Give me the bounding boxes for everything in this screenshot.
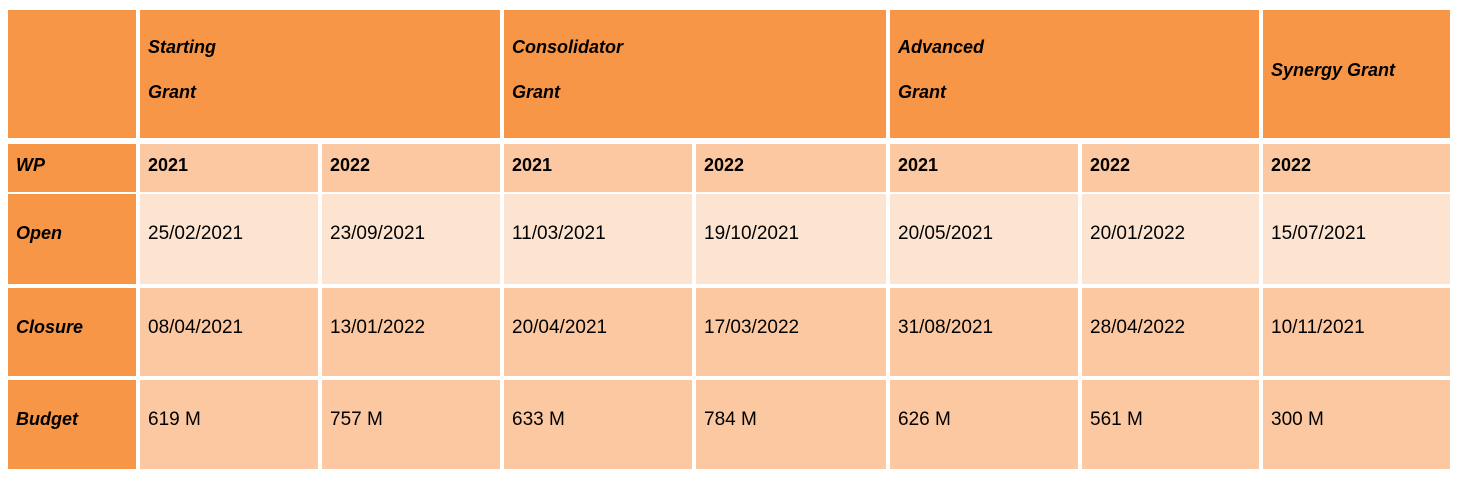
budget-cell: 561 M xyxy=(1082,380,1259,469)
wp-cell: 2022 xyxy=(1082,144,1259,192)
open-date-cell: 25/02/2021 xyxy=(140,194,318,284)
cell-value: 20/04/2021 xyxy=(512,317,608,338)
cell-value: 300 M xyxy=(1271,409,1324,430)
open-date-cell: 19/10/2021 xyxy=(696,194,886,284)
row-label-closure: Closure xyxy=(8,288,136,376)
header-label-line1: Starting xyxy=(148,37,217,57)
cell-value: 08/04/2021 xyxy=(148,317,244,338)
row-label-text: Open xyxy=(16,223,63,243)
row-label-text: Closure xyxy=(16,317,84,337)
open-date-cell: 11/03/2021 xyxy=(504,194,692,284)
closure-date-cell: 13/01/2022 xyxy=(322,288,500,376)
cell-value: 561 M xyxy=(1090,409,1143,430)
cell-value: 19/10/2021 xyxy=(704,223,800,244)
open-date-cell: 20/01/2022 xyxy=(1082,194,1259,284)
cell-value: 2021 xyxy=(898,155,939,175)
header-label-line1: Advanced xyxy=(898,37,985,57)
budget-cell: 784 M xyxy=(696,380,886,469)
cell-value: 23/09/2021 xyxy=(330,223,426,244)
open-date-cell: 20/05/2021 xyxy=(890,194,1078,284)
cell-value: 11/03/2021 xyxy=(512,223,606,244)
budget-cell: 633 M xyxy=(504,380,692,469)
cell-value: 2022 xyxy=(1090,155,1131,175)
closure-date-cell: 17/03/2022 xyxy=(696,288,886,376)
wp-cell: 2021 xyxy=(504,144,692,192)
wp-cell: 2021 xyxy=(890,144,1078,192)
closure-date-cell: 28/04/2022 xyxy=(1082,288,1259,376)
cell-value: 13/01/2022 xyxy=(330,317,426,338)
row-label-wp: WP xyxy=(8,144,136,192)
cell-value: 10/11/2021 xyxy=(1271,317,1365,338)
header-consolidator-grant: Consolidator Grant xyxy=(504,10,886,138)
cell-value: 25/02/2021 xyxy=(148,223,244,244)
cell-value: 2022 xyxy=(1271,155,1312,175)
header-synergy-grant: Synergy Grant xyxy=(1263,10,1450,138)
header-label-line2: Grant xyxy=(512,82,561,102)
budget-cell: 619 M xyxy=(140,380,318,469)
cell-value: 2022 xyxy=(330,155,371,175)
header-advanced-grant: Advanced Grant xyxy=(890,10,1259,138)
cell-value: 619 M xyxy=(148,409,201,430)
row-label-text: Budget xyxy=(16,409,78,429)
wp-cell: 2021 xyxy=(140,144,318,192)
closure-date-cell: 10/11/2021 xyxy=(1263,288,1450,376)
closure-date-cell: 20/04/2021 xyxy=(504,288,692,376)
cell-value: 15/07/2021 xyxy=(1271,223,1367,244)
wp-cell: 2022 xyxy=(322,144,500,192)
row-label-budget: Budget xyxy=(8,380,136,469)
cell-value: 2021 xyxy=(148,155,189,175)
header-starting-grant: Starting Grant xyxy=(140,10,500,138)
cell-value: 784 M xyxy=(704,409,757,430)
header-label-line2: Grant xyxy=(148,82,197,102)
cell-value: 17/03/2022 xyxy=(704,317,800,338)
budget-cell: 300 M xyxy=(1263,380,1450,469)
row-label-open: Open xyxy=(8,194,136,284)
cell-value: 31/08/2021 xyxy=(898,317,994,338)
cell-value: 626 M xyxy=(898,409,951,430)
cell-value: 633 M xyxy=(512,409,565,430)
header-label-line2: Grant xyxy=(898,82,947,102)
header-label-line1: Consolidator xyxy=(512,37,623,57)
budget-cell: 626 M xyxy=(890,380,1078,469)
wp-cell: 2022 xyxy=(696,144,886,192)
grant-calendar-table: Starting Grant Consolidator Grant Advanc… xyxy=(8,10,1450,472)
cell-value: 28/04/2022 xyxy=(1090,317,1186,338)
cell-value: 20/01/2022 xyxy=(1090,223,1186,244)
header-corner-cell xyxy=(8,10,136,138)
closure-date-cell: 31/08/2021 xyxy=(890,288,1078,376)
header-label: Synergy Grant xyxy=(1271,60,1396,80)
cell-value: 2021 xyxy=(512,155,553,175)
open-date-cell: 23/09/2021 xyxy=(322,194,500,284)
budget-cell: 757 M xyxy=(322,380,500,469)
cell-value: 20/05/2021 xyxy=(898,223,994,244)
open-date-cell: 15/07/2021 xyxy=(1263,194,1450,284)
closure-date-cell: 08/04/2021 xyxy=(140,288,318,376)
cell-value: 757 M xyxy=(330,409,383,430)
cell-value: 2022 xyxy=(704,155,745,175)
row-label-text: WP xyxy=(16,155,45,175)
wp-cell: 2022 xyxy=(1263,144,1450,192)
